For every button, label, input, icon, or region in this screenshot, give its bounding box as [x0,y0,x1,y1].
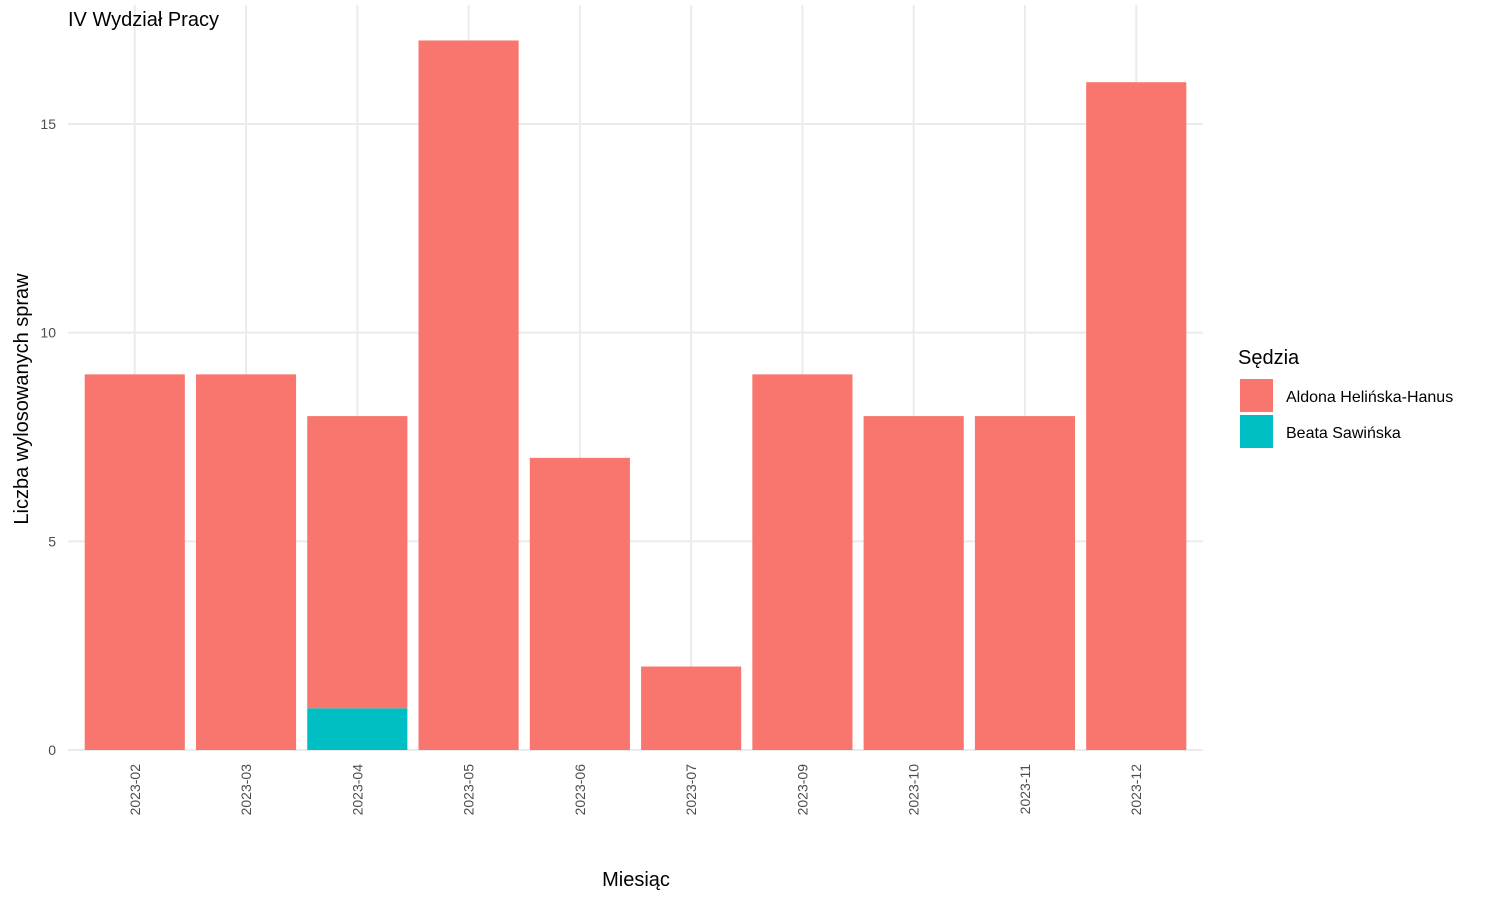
bar-2023-04-aldona-heli-ska-hanus [307,416,408,709]
x-tick-label: 2023-02 [127,764,143,816]
x-tick-label: 2023-03 [238,764,254,816]
bar-2023-04-beata-sawi-ska [307,708,408,750]
bar-2023-02-aldona-heli-ska-hanus [84,374,185,750]
legend-swatch-aldona [1240,379,1273,412]
bar-2023-05-aldona-heli-ska-hanus [418,40,519,750]
bar-2023-03-aldona-heli-ska-hanus [195,374,297,750]
bars [84,40,1187,750]
bar-2023-11-aldona-heli-ska-hanus [974,416,1076,750]
bar-2023-07-aldona-heli-ska-hanus [641,666,742,750]
legend-title: Sędzia [1238,347,1300,369]
x-tick-label: 2023-05 [461,764,477,816]
x-tick-label: 2023-10 [906,764,922,816]
x-tick-label: 2023-07 [683,764,699,816]
y-tick-label: 5 [48,533,56,549]
bar-2023-10-aldona-heli-ska-hanus [863,416,964,750]
legend-label-beata: Beata Sawińska [1286,425,1401,442]
bar-2023-09-aldona-heli-ska-hanus [752,374,853,750]
bar-2023-12-aldona-heli-ska-hanus [1086,82,1187,750]
x-tick-label: 2023-09 [794,764,810,816]
x-axis-ticks: 2023-02 2023-03 2023-04 2023-05 2023-06 2023-… [127,764,1144,816]
legend-label-aldona: Aldona Helińska-Hanus [1286,389,1453,406]
x-axis-title: Miesiąc [602,869,670,891]
bar-2023-06-aldona-heli-ska-hanus [529,457,630,750]
y-tick-label: 10 [40,325,56,341]
x-tick-label: 2023-04 [349,764,365,816]
x-tick-label: 2023-12 [1128,764,1144,816]
legend-swatch-beata [1240,415,1273,448]
x-tick-label: 2023-06 [572,764,588,816]
chart-title: IV Wydział Pracy [68,9,219,31]
x-tick-label: 2023-11 [1017,764,1033,815]
y-axis-ticks: 0 5 10 15 [40,116,56,758]
legend: Sędzia Aldona Helińska-Hanus Beata Sawiń… [1238,347,1453,448]
y-axis-title: Liczba wylosowanych spraw [11,273,33,525]
y-tick-label: 0 [48,742,56,758]
y-tick-label: 15 [40,116,56,132]
